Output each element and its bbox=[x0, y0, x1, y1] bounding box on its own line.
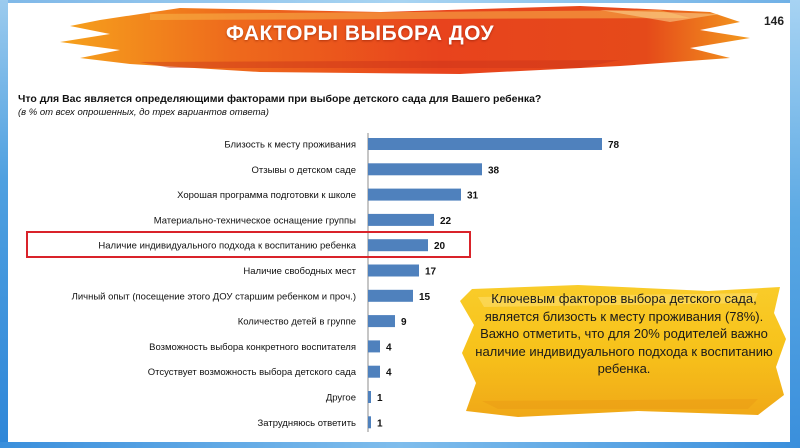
bar bbox=[368, 264, 419, 277]
category-label: Материально-техническое оснащение группы bbox=[154, 215, 356, 226]
bottom-frame bbox=[0, 442, 800, 448]
top-frame bbox=[0, 0, 800, 3]
bar-value-label: 4 bbox=[386, 368, 392, 379]
highlight-frame bbox=[26, 231, 471, 258]
category-label: Количество детей в группе bbox=[238, 317, 356, 328]
bar bbox=[368, 188, 461, 201]
category-label: Другое bbox=[326, 393, 356, 404]
page-title: ФАКТОРЫ ВЫБОРА ДОУ bbox=[225, 22, 495, 45]
title-brush-banner bbox=[60, 6, 750, 74]
category-label: Личный опыт (посещение этого ДОУ старшим… bbox=[72, 291, 356, 302]
survey-note: (в % от всех опрошенных, до трех вариант… bbox=[18, 107, 269, 118]
bar-value-label: 1 bbox=[377, 393, 383, 404]
bar bbox=[368, 391, 371, 403]
right-frame bbox=[790, 0, 800, 448]
bar bbox=[368, 213, 434, 226]
bar-value-label: 9 bbox=[401, 317, 407, 328]
bar-value-label: 20 bbox=[434, 241, 446, 252]
bar-value-label: 22 bbox=[440, 216, 452, 227]
category-label: Затрудняюсь ответить bbox=[258, 418, 357, 429]
category-label: Отсуствует возможность выбора детского с… bbox=[148, 367, 357, 378]
category-label: Наличие индивидуального подхода к воспит… bbox=[98, 241, 356, 252]
bar-value-label: 78 bbox=[608, 140, 620, 151]
bar-value-label: 38 bbox=[488, 165, 500, 176]
bar bbox=[368, 289, 413, 302]
bar bbox=[368, 416, 371, 429]
bar-value-label: 1 bbox=[377, 418, 383, 429]
category-label: Хорошая программа подготовки к школе bbox=[177, 190, 356, 201]
bar bbox=[368, 163, 482, 176]
bar-value-label: 15 bbox=[419, 292, 431, 303]
bar bbox=[368, 340, 380, 353]
page-number: 146 bbox=[764, 14, 785, 28]
bar-value-label: 4 bbox=[386, 342, 392, 353]
survey-question: Что для Вас является определяющими факто… bbox=[18, 93, 542, 105]
bar bbox=[368, 138, 602, 150]
bar bbox=[368, 315, 395, 328]
category-label: Отзывы о детском саде bbox=[252, 165, 356, 176]
left-frame bbox=[0, 0, 8, 448]
category-label: Возможность выбора конкретного воспитате… bbox=[149, 342, 356, 353]
category-label: Близость к месту проживания bbox=[224, 140, 356, 151]
bar bbox=[368, 365, 380, 378]
callout-brush-background bbox=[460, 285, 786, 417]
callout-text: Ключевым факторов выбора детского сада, … bbox=[475, 291, 773, 376]
bar-value-label: 17 bbox=[425, 267, 437, 278]
category-label: Наличие свободных мест bbox=[243, 266, 356, 277]
bar bbox=[368, 239, 428, 252]
bar-value-label: 31 bbox=[467, 191, 479, 202]
